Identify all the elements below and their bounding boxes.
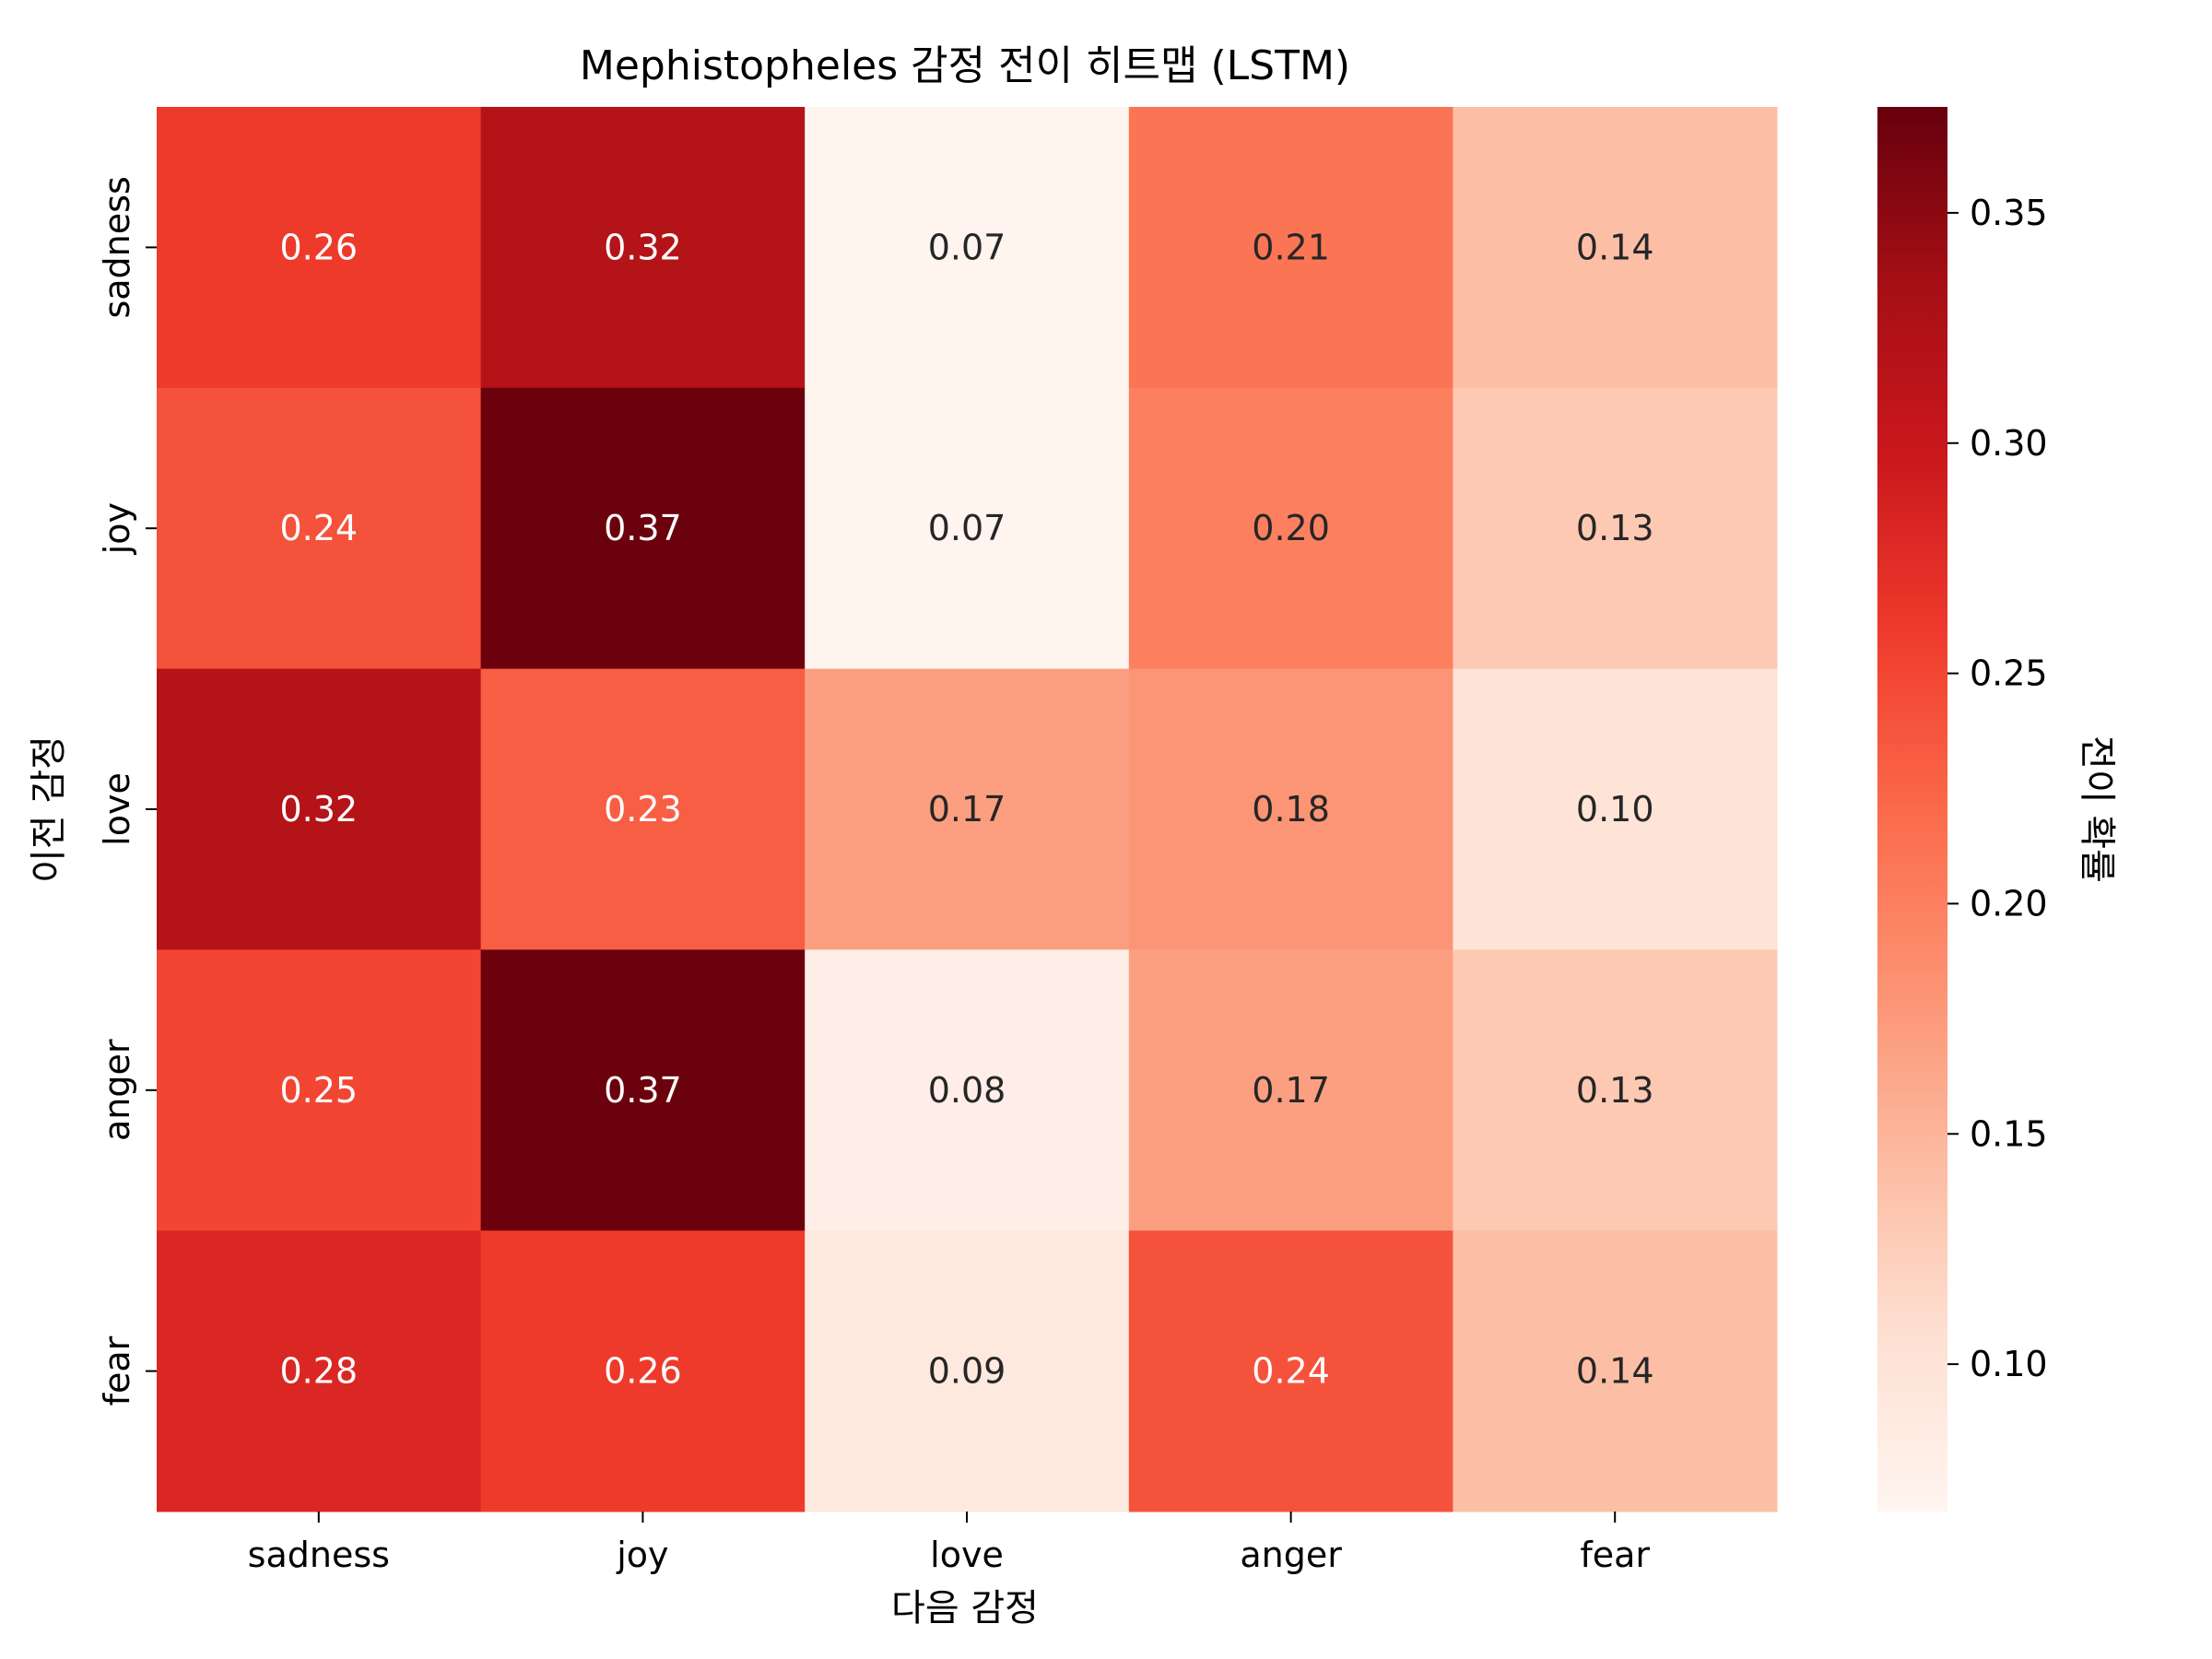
- heatmap-cell: [1128, 387, 1453, 670]
- heatmap-cell: [1453, 668, 1778, 950]
- heatmap-cell: [157, 1230, 482, 1512]
- heatmap-cell: [480, 949, 806, 1231]
- cell-value-label: 0.08: [928, 1070, 1006, 1111]
- cell-value-label: 0.26: [279, 227, 358, 267]
- cell-value-label: 0.07: [928, 508, 1006, 548]
- heatmap-cell-labels: 0.26 0.32 0.07 0.21 0.14 0.24 0.37 0.07 0.20 0.13…: [279, 227, 1653, 1391]
- x-tick-label: fear: [1580, 1535, 1650, 1575]
- heatmap-cell: [1128, 1230, 1453, 1512]
- y-axis-ticks: sadness joy love anger fear: [97, 176, 157, 1406]
- heatmap-cell: [1128, 668, 1453, 950]
- x-tick-label: love: [930, 1535, 1004, 1575]
- colorbar-tick-label: 0.10: [1970, 1344, 2048, 1384]
- chart-title: Mephistopheles 감정 전이 히트맵 (LSTM): [580, 42, 1350, 89]
- y-tick-label: anger: [97, 1039, 137, 1141]
- heatmap-cells: [157, 107, 1778, 1512]
- heatmap-cell: [805, 387, 1130, 670]
- x-tick-label: sadness: [248, 1535, 390, 1575]
- cell-value-label: 0.24: [1252, 1351, 1330, 1392]
- cell-value-label: 0.24: [279, 508, 358, 548]
- cell-value-label: 0.14: [1576, 1351, 1654, 1392]
- x-axis-label: 다음 감정: [891, 1587, 1039, 1630]
- colorbar: [1877, 107, 1947, 1512]
- cell-value-label: 0.32: [604, 227, 682, 267]
- x-tick-label: anger: [1240, 1535, 1342, 1575]
- heatmap-cell: [480, 1230, 806, 1512]
- heatmap-cell: [480, 387, 806, 670]
- heatmap-cell: [805, 107, 1130, 389]
- y-tick-label: fear: [97, 1335, 137, 1406]
- heatmap-cell: [480, 668, 806, 950]
- cell-value-label: 0.23: [604, 789, 682, 830]
- heatmap-cell: [1128, 107, 1453, 389]
- colorbar-tick-label: 0.20: [1970, 883, 2048, 924]
- y-tick-label: joy: [97, 502, 137, 555]
- cell-value-label: 0.17: [1252, 1070, 1330, 1111]
- cell-value-label: 0.13: [1576, 1070, 1654, 1111]
- colorbar-ticks: 0.10 0.15 0.20 0.25 0.30 0.35: [1947, 193, 2048, 1384]
- heatmap-cell: [805, 1230, 1130, 1512]
- cell-value-label: 0.09: [928, 1351, 1006, 1392]
- y-axis-label: 이전 감정: [28, 735, 70, 883]
- colorbar-tick-label: 0.35: [1970, 193, 2048, 233]
- colorbar-tick-label: 0.30: [1970, 423, 2048, 464]
- y-tick-label: sadness: [97, 176, 137, 318]
- heatmap-cell: [157, 107, 482, 389]
- heatmap-cell: [1453, 1230, 1778, 1512]
- heatmap-cell: [157, 387, 482, 670]
- heatmap-cell: [480, 107, 806, 389]
- heatmap-cell: [1128, 949, 1453, 1231]
- heatmap-cell: [805, 949, 1130, 1231]
- cell-value-label: 0.21: [1252, 227, 1330, 267]
- cell-value-label: 0.20: [1252, 508, 1330, 548]
- cell-value-label: 0.37: [604, 508, 682, 548]
- cell-value-label: 0.25: [279, 1070, 358, 1111]
- heatmap-cell: [1453, 387, 1778, 670]
- colorbar-tick-label: 0.15: [1970, 1113, 2048, 1154]
- cell-value-label: 0.26: [604, 1351, 682, 1392]
- colorbar-label: 전이 확률: [2076, 735, 2118, 883]
- heatmap-cell: [157, 949, 482, 1231]
- colorbar-tick-label: 0.25: [1970, 653, 2048, 694]
- heatmap-cell: [157, 668, 482, 950]
- heatmap-cell: [805, 668, 1130, 950]
- cell-value-label: 0.37: [604, 1070, 682, 1111]
- cell-value-label: 0.28: [279, 1351, 358, 1392]
- cell-value-label: 0.17: [928, 789, 1006, 830]
- y-tick-label: love: [97, 772, 137, 846]
- x-tick-label: joy: [616, 1535, 668, 1575]
- cell-value-label: 0.32: [279, 789, 358, 830]
- cell-value-label: 0.07: [928, 227, 1006, 267]
- x-axis-ticks: sadness joy love anger fear: [248, 1512, 1650, 1575]
- cell-value-label: 0.10: [1576, 789, 1654, 830]
- heatmap-cell: [1453, 949, 1778, 1231]
- cell-value-label: 0.14: [1576, 227, 1654, 267]
- cell-value-label: 0.18: [1252, 789, 1330, 830]
- cell-value-label: 0.13: [1576, 508, 1654, 548]
- heatmap-cell: [1453, 107, 1778, 389]
